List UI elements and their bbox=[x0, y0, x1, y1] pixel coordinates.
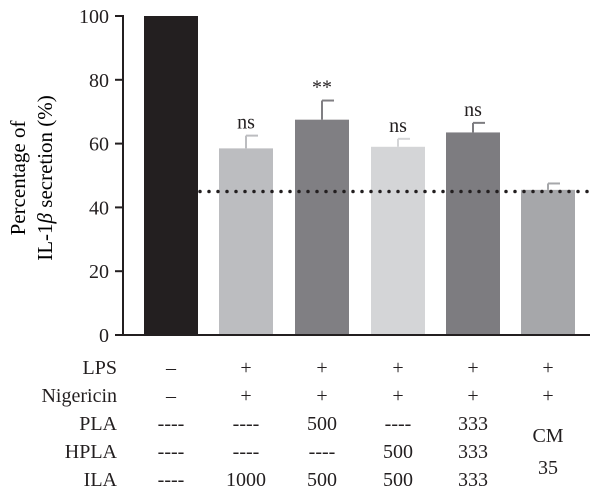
condition-pla-1: ---- bbox=[158, 413, 185, 435]
y-axis-label-beta: β bbox=[33, 212, 57, 224]
y-tick-label-80: 80 bbox=[89, 70, 109, 92]
condition-lps-3: + bbox=[316, 357, 327, 379]
condition-hpla-3: ---- bbox=[309, 441, 336, 463]
y-tick-label-20: 20 bbox=[89, 261, 109, 283]
condition-nigericin-6: + bbox=[542, 385, 553, 407]
y-axis-label-line-2: IL-1β secretion (%) bbox=[33, 95, 57, 261]
y-axis-label-suffix: secretion (%) bbox=[33, 95, 57, 213]
y-axis-label-line-1: Percentage of bbox=[6, 121, 30, 236]
y-tick-label-100: 100 bbox=[79, 6, 109, 28]
condition-hpla-1: ---- bbox=[158, 441, 185, 463]
condition-lps-6: + bbox=[542, 357, 553, 379]
condition-nigericin-1: – bbox=[165, 385, 177, 407]
condition-lps-5: + bbox=[467, 357, 478, 379]
condition-hpla-2: ---- bbox=[233, 441, 260, 463]
bar-2 bbox=[219, 148, 273, 335]
significance-label-5: ns bbox=[464, 99, 482, 121]
condition-hpla-4: 500 bbox=[383, 441, 413, 463]
condition-nigericin-5: + bbox=[467, 385, 478, 407]
condition-label-nigericin: Nigericin bbox=[41, 385, 117, 407]
bar-5 bbox=[446, 132, 500, 335]
condition-cm-value: 35 bbox=[538, 457, 558, 479]
bar-3 bbox=[295, 119, 349, 335]
y-tick-label-0: 0 bbox=[99, 325, 109, 347]
condition-pla-5: 333 bbox=[458, 413, 488, 435]
condition-nigericin-4: + bbox=[392, 385, 403, 407]
y-axis-label-prefix: IL-1 bbox=[33, 223, 57, 260]
condition-label-hpla: HPLA bbox=[65, 441, 118, 463]
significance-label-2: ns bbox=[237, 112, 255, 134]
condition-ila-5: 333 bbox=[458, 469, 488, 491]
condition-ila-1: ---- bbox=[158, 469, 185, 491]
significance-label-3: ** bbox=[312, 77, 332, 99]
condition-nigericin-3: + bbox=[316, 385, 327, 407]
condition-pla-3: 500 bbox=[307, 413, 337, 435]
condition-pla-2: ---- bbox=[233, 413, 260, 435]
condition-lps-2: + bbox=[240, 357, 251, 379]
condition-ila-3: 500 bbox=[307, 469, 337, 491]
condition-pla-4: ---- bbox=[385, 413, 412, 435]
significance-label-4: ns bbox=[389, 115, 407, 137]
condition-label-pla: PLA bbox=[79, 413, 117, 435]
bar-1 bbox=[144, 16, 198, 335]
bar-4 bbox=[371, 146, 425, 335]
condition-nigericin-2: + bbox=[240, 385, 251, 407]
condition-ila-4: 500 bbox=[383, 469, 413, 491]
chart-marks: ns ** ns ns 0 20 40 60 80 100 LPS – + + + + + Nigericin – +… bbox=[41, 6, 592, 491]
bar-6 bbox=[521, 189, 575, 335]
y-tick-label-60: 60 bbox=[89, 134, 109, 156]
condition-lps-4: + bbox=[392, 357, 403, 379]
condition-cm-label: CM bbox=[532, 425, 563, 447]
y-tick-label-40: 40 bbox=[89, 197, 109, 219]
condition-ila-2: 1000 bbox=[226, 469, 266, 491]
condition-label-lps: LPS bbox=[83, 357, 117, 379]
condition-hpla-5: 333 bbox=[458, 441, 488, 463]
condition-lps-1: – bbox=[165, 357, 177, 379]
condition-label-ila: ILA bbox=[84, 469, 118, 491]
